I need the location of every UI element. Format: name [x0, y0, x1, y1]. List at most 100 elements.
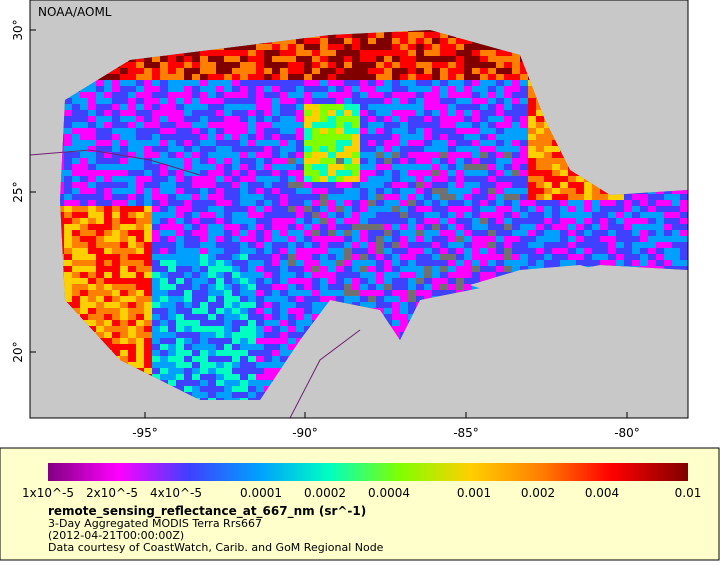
pixel: [384, 128, 392, 134]
pixel: [344, 188, 352, 194]
pixel: [400, 278, 408, 284]
pixel: [488, 80, 496, 86]
pixel: [312, 248, 320, 254]
pixel: [64, 188, 72, 194]
pixel: [304, 140, 312, 146]
pixel: [112, 68, 120, 74]
pixel: [288, 338, 296, 344]
pixel: [448, 170, 456, 176]
pixel: [248, 356, 256, 362]
pixel: [208, 140, 216, 146]
pixel: [576, 200, 584, 206]
pixel: [352, 206, 360, 212]
pixel: [360, 140, 368, 146]
pixel: [208, 380, 216, 386]
pixel: [224, 110, 232, 116]
pixel: [144, 242, 152, 248]
pixel: [232, 152, 240, 158]
pixel: [264, 242, 272, 248]
pixel: [112, 104, 120, 110]
pixel: [272, 200, 280, 206]
pixel: [368, 92, 376, 98]
pixel: [176, 362, 184, 368]
pixel: [384, 242, 392, 248]
pixel: [96, 320, 104, 326]
pixel: [104, 200, 112, 206]
pixel: [528, 230, 536, 236]
pixel: [312, 62, 320, 68]
pixel: [128, 362, 136, 368]
pixel: [280, 176, 288, 182]
pixel: [584, 260, 592, 266]
pixel: [352, 146, 360, 152]
pixel: [192, 380, 200, 386]
pixel: [448, 188, 456, 194]
pixel: [60, 212, 64, 218]
pixel: [400, 38, 408, 44]
pixel: [144, 104, 152, 110]
pixel: [128, 68, 136, 74]
pixel: [432, 176, 440, 182]
pixel: [224, 290, 232, 296]
pixel: [600, 200, 608, 206]
pixel: [288, 86, 296, 92]
pixel: [528, 140, 536, 146]
pixel: [664, 236, 672, 242]
pixel: [248, 50, 256, 56]
pixel: [264, 200, 272, 206]
pixel: [168, 212, 176, 218]
pixel: [240, 158, 248, 164]
pixel: [352, 80, 360, 86]
pixel: [224, 152, 232, 158]
pixel: [232, 86, 240, 92]
pixel: [168, 152, 176, 158]
pixel: [472, 278, 480, 284]
pixel: [456, 80, 464, 86]
pixel: [112, 218, 120, 224]
pixel: [376, 272, 384, 278]
pixel: [216, 392, 224, 398]
pixel: [208, 272, 216, 278]
pixel: [112, 98, 120, 104]
pixel: [224, 338, 232, 344]
pixel: [528, 116, 536, 122]
pixel: [112, 200, 120, 206]
pixel: [488, 266, 496, 272]
pixel: [104, 236, 112, 242]
pixel: [456, 164, 464, 170]
pixel: [488, 236, 496, 242]
pixel: [80, 260, 88, 266]
pixel: [512, 242, 520, 248]
pixel: [96, 86, 104, 92]
pixel: [128, 98, 136, 104]
pixel: [96, 158, 104, 164]
pixel: [152, 188, 160, 194]
pixel: [208, 290, 216, 296]
pixel: [424, 260, 432, 266]
pixel: [320, 104, 328, 110]
pixel: [120, 248, 128, 254]
pixel: [216, 242, 224, 248]
pixel: [464, 260, 472, 266]
pixel: [312, 314, 320, 320]
pixel: [96, 308, 104, 314]
pixel: [112, 260, 120, 266]
pixel: [120, 350, 128, 356]
pixel: [120, 188, 128, 194]
pixel: [312, 308, 320, 314]
pixel: [328, 206, 336, 212]
pixel: [656, 212, 664, 218]
pixel: [416, 236, 424, 242]
pixel: [168, 128, 176, 134]
pixel: [112, 320, 120, 326]
pixel: [144, 74, 152, 80]
pixel: [448, 98, 456, 104]
pixel: [240, 128, 248, 134]
pixel: [360, 296, 368, 302]
pixel: [288, 152, 296, 158]
pixel: [184, 50, 192, 56]
pixel: [528, 188, 536, 194]
pixel: [328, 98, 336, 104]
pixel: [256, 56, 264, 62]
pixel: [120, 296, 128, 302]
